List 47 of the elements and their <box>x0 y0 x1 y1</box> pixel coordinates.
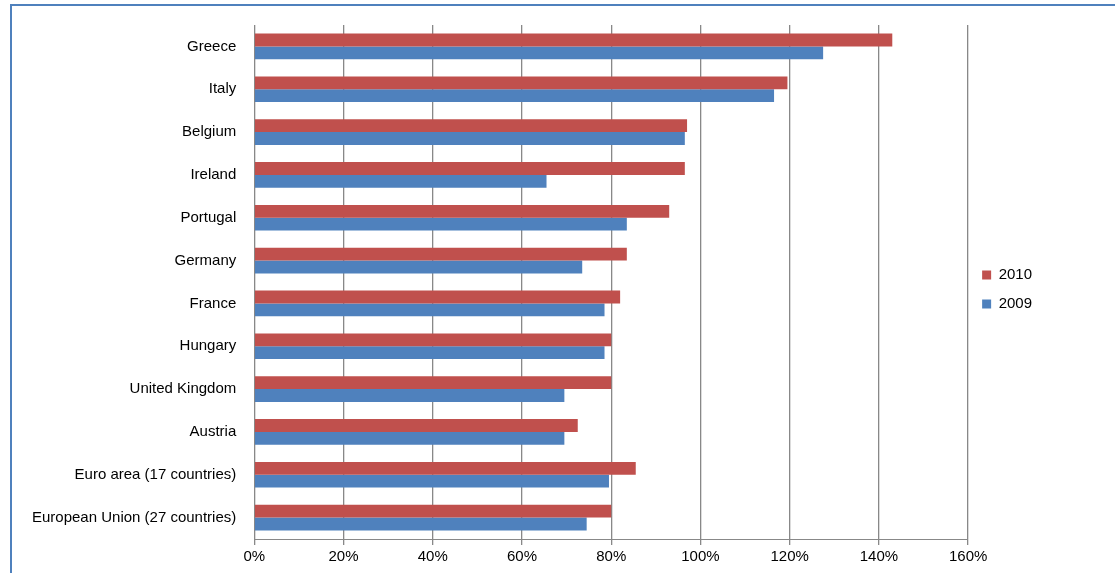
bar <box>254 431 565 445</box>
x-tick-label: 160% <box>948 547 988 565</box>
y-tick-label: Greece <box>187 36 237 54</box>
y-tick-label: Euro area (17 countries) <box>74 464 237 482</box>
y-tick-label: Ireland <box>190 165 237 183</box>
x-tick-label: 0% <box>243 547 266 565</box>
bar <box>254 162 685 175</box>
y-tick-label: Germany <box>174 250 237 268</box>
x-tick-label: 20% <box>328 547 359 565</box>
bar <box>254 132 685 145</box>
y-tick-label: European Union (27 countries) <box>31 507 237 525</box>
y-tick-label: Portugal <box>180 207 237 225</box>
x-tick-label: 60% <box>506 547 537 565</box>
bar <box>254 217 627 231</box>
bar <box>254 174 547 188</box>
x-tick-label: 80% <box>596 547 627 565</box>
y-tick-label: Italy <box>208 79 237 97</box>
legend-label: 2010 <box>998 265 1033 283</box>
x-tick-label: 120% <box>770 547 809 565</box>
y-tick-label: Belgium <box>182 122 237 140</box>
bar <box>254 290 621 304</box>
bar <box>254 247 627 261</box>
bar <box>254 419 578 432</box>
bar <box>254 376 612 390</box>
bar <box>254 204 670 218</box>
bar <box>254 89 775 103</box>
bar <box>254 333 612 347</box>
y-tick-label: Austria <box>189 422 237 440</box>
bar <box>254 119 688 133</box>
x-tick-label: 100% <box>681 547 720 565</box>
bar <box>254 46 824 60</box>
y-tick-label: France <box>189 293 237 311</box>
y-tick-label: Hungary <box>179 336 237 354</box>
bar <box>254 474 609 488</box>
bar <box>254 76 788 90</box>
legend-label: 2009 <box>998 294 1033 312</box>
bar <box>254 517 587 531</box>
bar <box>254 260 583 274</box>
x-tick-label: 40% <box>417 547 448 565</box>
bar <box>254 346 605 360</box>
bar <box>254 33 893 47</box>
x-tick-label: 140% <box>859 547 899 565</box>
y-tick-label: United Kingdom <box>129 379 237 397</box>
bar <box>254 461 636 475</box>
bar <box>254 504 612 518</box>
bar <box>254 303 605 317</box>
bar <box>254 389 565 402</box>
